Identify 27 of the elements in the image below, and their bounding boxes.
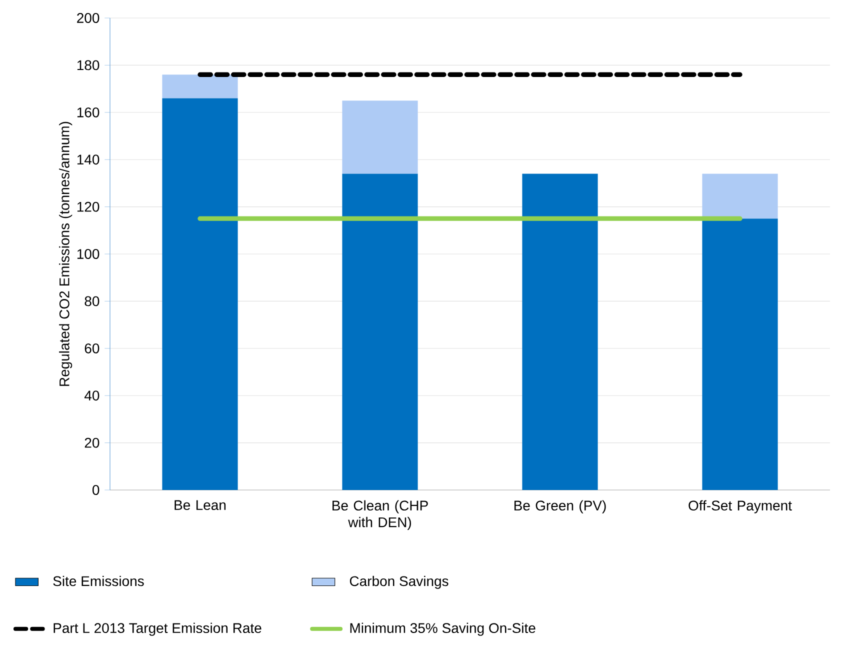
legend-label: Part L 2013 Target Emission Rate: [54, 622, 262, 636]
y-tick-label: 180: [77, 60, 100, 70]
bar: [702, 218, 778, 490]
y-tick-label: 120: [77, 202, 100, 212]
y-tick-label: 60: [84, 343, 100, 354]
y-tick-label: 100: [77, 249, 100, 259]
legend-label: Minimum 35% Saving On-Site: [350, 622, 536, 636]
bar: [162, 98, 238, 490]
y-tick-label: 40: [84, 390, 100, 401]
x-tick-label: Be Clean (CHP with DEN): [332, 500, 428, 530]
bar: [522, 174, 598, 490]
y-tick-label: 0: [92, 485, 100, 495]
x-tick-label: Off-Set Payment: [688, 500, 792, 514]
bar: [162, 74, 238, 98]
bar: [342, 174, 418, 490]
x-tick-label: Be Green (PV): [514, 500, 606, 514]
y-tick-label: 160: [77, 107, 100, 118]
y-tick-label: 200: [77, 13, 100, 23]
legend-label: Carbon Savings: [350, 576, 448, 589]
bar: [342, 100, 418, 174]
legend-label: Site Emissions: [53, 576, 144, 586]
y-tick-label: 20: [84, 438, 100, 448]
y-tick-label: 140: [77, 154, 100, 165]
y-axis-title: Regulated CO2 Emissions (tonnes/annum): [59, 122, 72, 386]
x-tick-label: Be Lean: [174, 500, 226, 510]
y-tick-label: 80: [84, 296, 100, 306]
bar: [702, 174, 778, 219]
